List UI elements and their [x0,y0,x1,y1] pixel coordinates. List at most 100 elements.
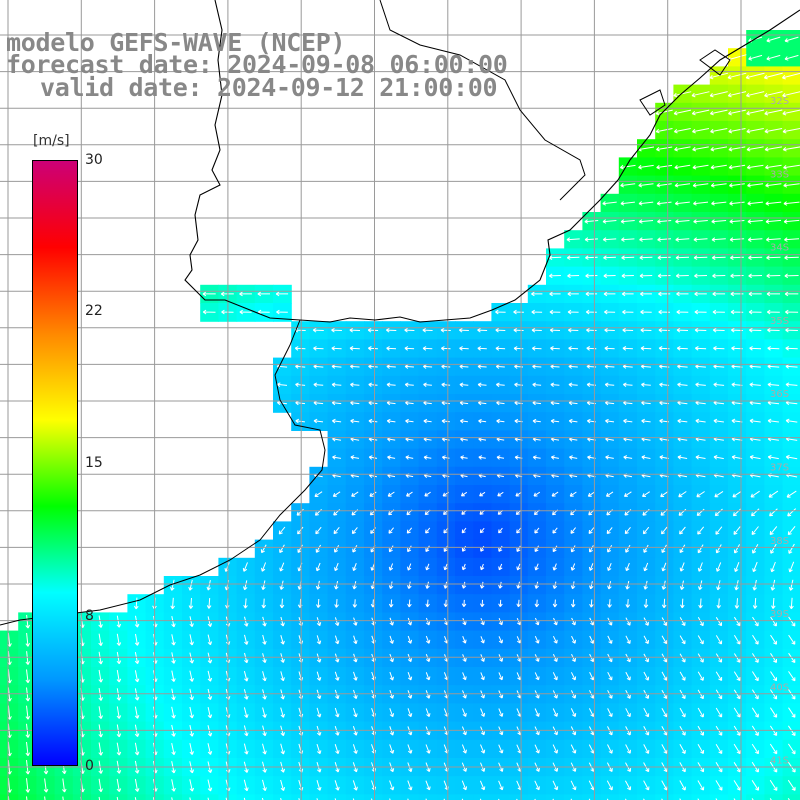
wind-arrow [765,164,782,170]
wind-arrow [404,327,415,333]
wind-arrow [733,544,741,554]
wind-arrow [752,579,757,591]
wind-arrow [569,455,578,460]
wind-arrow [171,779,176,792]
wind-arrow [697,653,704,663]
wind-arrow [43,778,49,793]
wind-arrow [732,508,742,517]
wind-arrow [625,708,631,718]
wind-arrow [788,616,796,627]
wind-arrow [351,491,359,497]
wind-arrow [602,201,617,206]
wind-arrow [785,418,798,424]
wind-arrow [678,508,687,516]
wind-arrow [134,633,140,646]
wind-arrow [568,346,579,351]
wind-arrow [516,563,521,571]
wind-arrow [746,164,764,170]
wind-arrow [516,527,522,534]
wind-cell [673,794,693,800]
wind-arrow [534,563,539,571]
wind-arrow [280,616,285,627]
wind-arrow [389,653,394,663]
wind-arrow [715,780,723,791]
wind-arrow [262,707,267,718]
wind-cell [637,794,656,800]
wind-arrow [534,581,539,589]
wind-arrow [349,327,361,333]
land-boundary-2 [0,319,326,626]
wind-arrow [461,527,467,534]
wind-arrow [295,364,306,369]
wind-arrow [715,743,723,755]
wind-arrow [25,614,31,629]
wind-arrow [661,562,667,572]
wind-cell [72,794,92,800]
wind-arrow [765,201,782,206]
wind-arrow [589,635,595,644]
lat-label: 34S [770,243,789,254]
lat-label: 41S [770,756,789,767]
wind-arrow [607,744,613,754]
wind-arrow [766,54,781,61]
wind-arrow [571,653,576,663]
wind-arrow [498,618,503,626]
wind-arrow [498,599,503,607]
wind-arrow [640,364,652,369]
wind-arrow [386,418,396,424]
wind-arrow [189,743,194,755]
wind-arrow [498,672,504,681]
wind-arrow [25,741,31,757]
wind-arrow [480,563,485,571]
wind-arrow [423,364,433,369]
wind-arrow [334,544,340,553]
wind-cell [618,794,638,800]
wind-arrow [770,543,777,554]
wind-arrow [498,581,503,589]
wind-arrow [498,527,503,534]
wind-arrow [710,164,727,170]
wind-arrow [570,545,576,553]
wind-arrow [620,183,636,188]
wind-arrow [605,418,615,424]
wind-arrow [622,364,633,369]
wind-arrow [767,454,779,460]
wind-cell [309,794,329,800]
wind-arrow [353,707,358,718]
wind-arrow [295,418,305,424]
wind-arrow [534,545,540,553]
wind-arrow [407,617,412,626]
wind-arrow [334,780,340,791]
wind-arrow [407,780,413,791]
wind-arrow [752,543,759,554]
wind-arrow [334,653,340,663]
wind-arrow [675,219,690,224]
wind-arrow [316,707,322,718]
wind-arrow [386,382,396,387]
wind-arrow [765,183,782,188]
wind-arrow [353,653,358,663]
wind-arrow [534,527,540,534]
wind-arrow [734,562,740,572]
wind-arrow [552,581,558,589]
wind-cell [455,794,474,800]
wind-arrow [280,743,285,755]
wind-arrow [710,128,728,134]
wind-arrow [729,201,745,206]
wind-arrow [679,562,685,572]
wind-arrow [605,455,614,460]
wind-arrow [552,563,557,571]
wind-arrow [334,671,340,681]
wind-arrow [443,581,448,589]
wind-arrow [661,780,668,791]
wind-arrow [640,327,652,333]
wind-cell [655,794,674,800]
wind-arrow [570,672,577,681]
wind-arrow [423,382,432,387]
wind-cell [600,794,620,800]
wind-arrow [623,491,632,497]
wind-arrow [553,617,558,626]
wind-arrow [567,309,579,315]
wind-arrow [568,382,578,387]
